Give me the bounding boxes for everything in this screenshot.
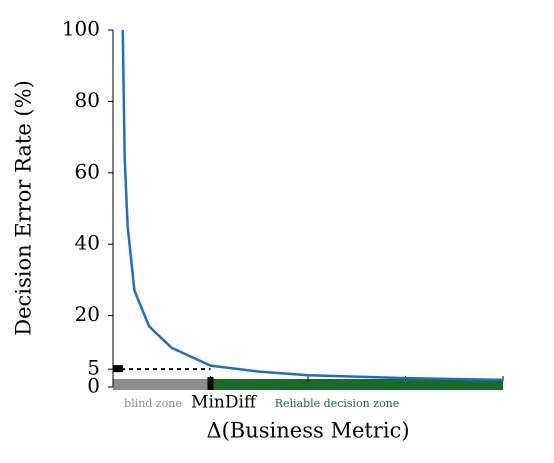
y-tick-label: 20 — [75, 302, 100, 326]
y-tick-label: 60 — [75, 159, 100, 183]
zone-label: blind zone — [124, 397, 182, 410]
threshold-marker — [113, 365, 123, 373]
y-tick-label: 0 — [87, 374, 100, 398]
line-series — [121, 29, 504, 382]
x-axis-label: Δ(Business Metric) — [206, 419, 409, 443]
y-axis-label: Decision Error Rate (%) — [12, 80, 36, 336]
zone-bar — [113, 379, 211, 390]
zone-bar — [210, 379, 503, 390]
y-tick-label: 100 — [62, 17, 100, 41]
mindiff-label: MinDiff — [191, 393, 258, 413]
mindiff-marker — [207, 377, 214, 390]
y-tick-label: 5 — [87, 356, 100, 380]
y-tick-label: 40 — [75, 231, 100, 255]
zone-label: Reliable decision zone — [275, 397, 400, 410]
y-tick-label: 80 — [75, 88, 100, 112]
